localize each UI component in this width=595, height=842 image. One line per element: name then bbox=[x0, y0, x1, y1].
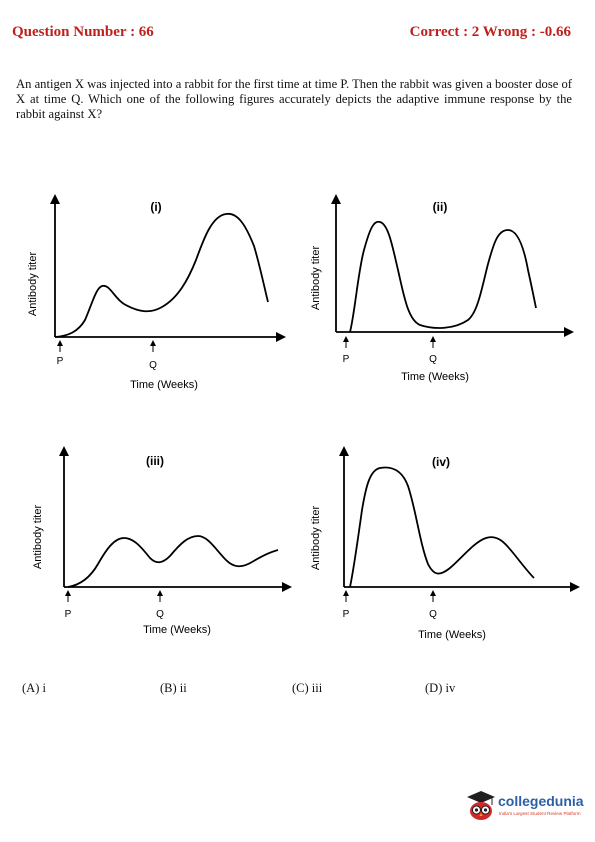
y-axis-label: Antibody titer bbox=[27, 252, 39, 317]
antibody-curve bbox=[54, 213, 269, 338]
y-axis-arrowhead bbox=[331, 194, 341, 204]
y-axis-label: Antibody titer bbox=[32, 505, 44, 570]
q-marker-label: Q bbox=[429, 354, 437, 365]
figure-label: (iii) bbox=[146, 454, 164, 468]
option-a[interactable]: (A) i bbox=[22, 681, 46, 695]
figure-label: (iv) bbox=[432, 455, 450, 469]
y-axis-arrowhead bbox=[59, 446, 69, 456]
q-marker-arrowhead bbox=[430, 336, 436, 342]
antibody-curve bbox=[349, 466, 535, 588]
p-marker-arrowhead bbox=[343, 336, 349, 342]
figure-label: (ii) bbox=[433, 200, 448, 214]
figure-ii-graph: (ii) Antibody titer P Q Time (Weeks) bbox=[310, 194, 574, 383]
x-axis-label: Time (Weeks) bbox=[130, 379, 198, 391]
figure-i-graph: (i) Antibody titer P Q Time (Weeks) bbox=[27, 194, 286, 391]
collegedunia-logo: collegedunia India's Largest Student Rev… bbox=[466, 789, 591, 825]
p-marker-label: P bbox=[343, 354, 350, 365]
q-marker-arrowhead bbox=[150, 340, 156, 346]
figure-ii: (ii) Antibody titer P Q Time (Weeks) bbox=[300, 192, 590, 412]
p-marker-label: P bbox=[65, 609, 72, 620]
x-axis-arrowhead bbox=[570, 582, 580, 592]
x-axis-arrowhead bbox=[564, 327, 574, 337]
figure-iv-graph: (iv) Antibody titer P Q Time (Weeks) bbox=[310, 446, 580, 641]
option-b[interactable]: (B) ii bbox=[160, 681, 187, 695]
figure-label: (i) bbox=[150, 200, 161, 214]
y-axis-label: Antibody titer bbox=[310, 246, 322, 311]
p-marker-label: P bbox=[343, 609, 350, 620]
logo-tagline: India's Largest Student Review Platform bbox=[499, 811, 581, 816]
q-marker-label: Q bbox=[149, 360, 157, 371]
score-label: Correct : 2 Wrong : -0.66 bbox=[409, 24, 571, 40]
q-marker-label: Q bbox=[156, 609, 164, 620]
y-axis-arrowhead bbox=[339, 446, 349, 456]
y-axis-arrowhead bbox=[50, 194, 60, 204]
x-axis-label: Time (Weeks) bbox=[401, 371, 469, 383]
figure-iv: (iv) Antibody titer P Q Time (Weeks) bbox=[300, 440, 590, 660]
x-axis-arrowhead bbox=[276, 332, 286, 342]
question-text: An antigen X was injected into a rabbit … bbox=[16, 77, 572, 121]
logo-name: collegedunia bbox=[498, 793, 584, 809]
figure-iii-graph: (iii) Antibody titer P Q Time (Weeks) bbox=[32, 446, 292, 636]
q-marker-arrowhead bbox=[430, 590, 436, 596]
p-marker-arrowhead bbox=[57, 340, 63, 346]
antibody-curve bbox=[67, 535, 279, 588]
x-axis-label: Time (Weeks) bbox=[418, 629, 486, 641]
figure-iii: (iii) Antibody titer P Q Time (Weeks) bbox=[28, 440, 318, 660]
x-axis-label: Time (Weeks) bbox=[143, 624, 211, 636]
question-number: Question Number : 66 bbox=[12, 24, 154, 40]
y-axis-label: Antibody titer bbox=[310, 506, 322, 571]
q-marker-label: Q bbox=[429, 609, 437, 620]
x-axis-arrowhead bbox=[282, 582, 292, 592]
q-marker-arrowhead bbox=[157, 590, 163, 596]
option-d[interactable]: (D) iv bbox=[425, 681, 456, 695]
p-marker-label: P bbox=[57, 356, 64, 367]
p-marker-arrowhead bbox=[65, 590, 71, 596]
antibody-curve bbox=[349, 220, 537, 333]
graduate-owl-icon bbox=[467, 791, 495, 820]
option-c[interactable]: (C) iii bbox=[292, 681, 323, 695]
figure-i: (i) Antibody titer P Q Time (Weeks) bbox=[20, 192, 310, 412]
p-marker-arrowhead bbox=[343, 590, 349, 596]
